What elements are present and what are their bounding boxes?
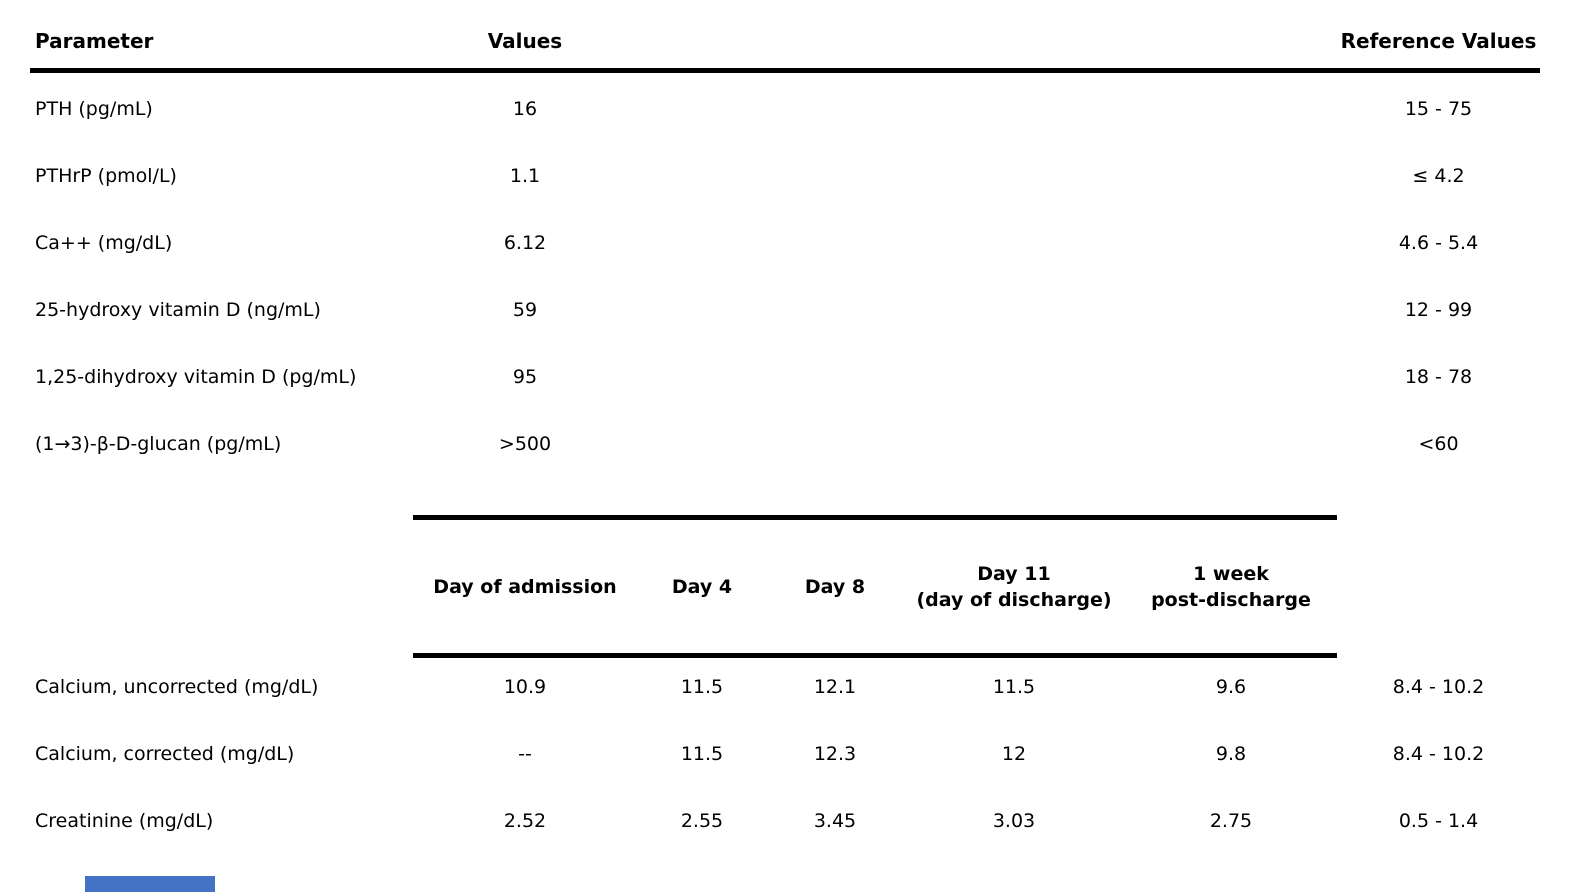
subheader-day11: Day 11 (day of discharge) [903,561,1125,613]
row-day4-value: 2.55 [680,809,724,832]
table-row: Calcium, uncorrected (mg/dL) 10.9 11.5 1… [0,653,1540,720]
subheader-day8: Day 8 [804,575,866,598]
header-divider-rule [30,68,1540,73]
row-admission-value: 2.52 [503,809,547,832]
row-day8-value: 12.3 [813,742,857,765]
table-row: Ca++ (mg/dL) 6.12 4.6 - 5.4 [0,209,1540,276]
row-param-label: Calcium, corrected (mg/dL) [35,742,295,765]
table-row: Calcium, corrected (mg/dL) -- 11.5 12.3 … [0,720,1540,787]
table-row: PTH (pg/mL) 16 15 - 75 [0,75,1540,142]
row-day11-value: 12 [1001,742,1027,765]
row-reference: ≤ 4.2 [1412,164,1465,187]
table-row: 25-hydroxy vitamin D (ng/mL) 59 12 - 99 [0,276,1540,343]
row-param-label: PTH (pg/mL) [35,97,153,120]
row-reference: 4.6 - 5.4 [1398,231,1479,254]
subheader-day-of-admission: Day of admission [433,575,617,598]
row-param-label: PTHrP (pmol/L) [35,164,177,187]
row-param-label: (1→3)-β-D-glucan (pg/mL) [35,432,282,455]
subheader-day4: Day 4 [671,575,733,598]
row-week-value: 9.8 [1215,742,1247,765]
row-value: 6.12 [503,231,547,254]
row-reference: 15 - 75 [1404,97,1473,120]
table-row: 1,25-dihydroxy vitamin D (pg/mL) 95 18 -… [0,343,1540,410]
table-row: Creatinine (mg/dL) 2.52 2.55 3.45 3.03 2… [0,787,1540,854]
row-reference: 8.4 - 10.2 [1392,742,1485,765]
row-value: >500 [498,432,552,455]
row-value: 59 [512,298,538,321]
row-day8-value: 3.45 [813,809,857,832]
row-day8-value: 12.1 [813,675,857,698]
row-reference: 0.5 - 1.4 [1398,809,1479,832]
row-reference: 8.4 - 10.2 [1392,675,1485,698]
row-day4-value: 11.5 [680,742,724,765]
row-param-label: Creatinine (mg/dL) [35,809,214,832]
subheader-week: 1 week post-discharge [1125,561,1337,613]
subheader-week-line2: post-discharge [1151,588,1311,611]
subheader-week-line1: 1 week [1193,562,1269,585]
row-param-label: 1,25-dihydroxy vitamin D (pg/mL) [35,365,357,388]
subtable-top-rule [413,515,1337,520]
row-week-value: 9.6 [1215,675,1247,698]
cropped-blue-element [85,876,215,892]
row-param-label: 25-hydroxy vitamin D (ng/mL) [35,298,321,321]
row-week-value: 2.75 [1209,809,1253,832]
row-admission-value: 10.9 [503,675,547,698]
header-reference-values: Reference Values [1340,29,1537,53]
row-param-label: Calcium, uncorrected (mg/dL) [35,675,319,698]
header-parameter: Parameter [35,29,154,53]
row-day11-value: 3.03 [992,809,1036,832]
table-header-row: Parameter Values Reference Values [0,8,1540,74]
header-values: Values [487,29,563,53]
row-reference: 18 - 78 [1404,365,1473,388]
table-row: PTHrP (pmol/L) 1.1 ≤ 4.2 [0,142,1540,209]
subheader-day11-line2: (day of discharge) [916,588,1112,611]
subtable-bottom-rule [413,653,1337,658]
row-day4-value: 11.5 [680,675,724,698]
row-value: 16 [512,97,538,120]
row-value: 95 [512,365,538,388]
table-row: (1→3)-β-D-glucan (pg/mL) >500 <60 [0,410,1540,477]
row-reference: <60 [1418,432,1459,455]
row-reference: 12 - 99 [1404,298,1473,321]
row-param-label: Ca++ (mg/dL) [35,231,173,254]
row-day11-value: 11.5 [992,675,1036,698]
row-admission-value: -- [518,742,532,765]
row-value: 1.1 [509,164,541,187]
subheader-day11-line1: Day 11 [977,562,1051,585]
subtable-header-row: Day of admission Day 4 Day 8 Day 11 (day… [413,520,1337,653]
